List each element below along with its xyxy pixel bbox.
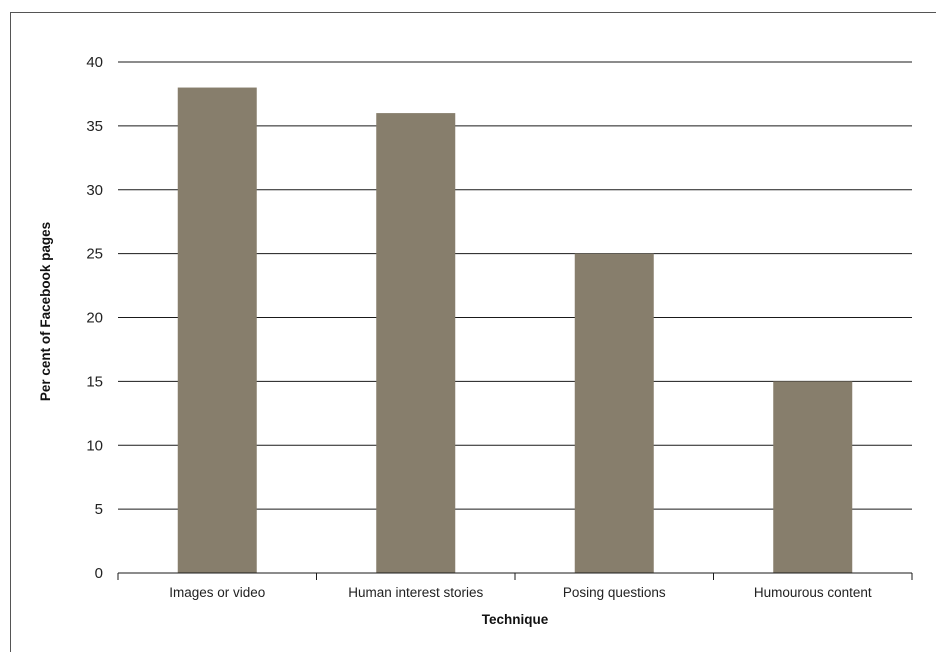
y-tick-label: 40 xyxy=(86,54,103,71)
x-category-label: Posing questions xyxy=(563,585,666,600)
bar-chart: 0 5 10 15 20 25 30 35 40 Images or video Human in… xyxy=(38,54,913,627)
gridlines xyxy=(118,61,912,510)
y-tick-label: 30 xyxy=(86,182,103,199)
x-axis xyxy=(117,572,913,580)
bars xyxy=(177,87,853,574)
x-category-label: Humourous content xyxy=(754,585,872,600)
x-category-label: Images or video xyxy=(169,585,265,600)
y-tick-label: 35 xyxy=(86,118,103,135)
x-axis-title: Technique xyxy=(482,612,549,627)
bar xyxy=(773,381,853,573)
y-tick-label: 5 xyxy=(95,501,103,518)
x-category-label: Human interest stories xyxy=(348,585,483,600)
x-axis-ticks: Images or video Human interest stories Pos… xyxy=(169,585,872,600)
y-tick-label: 10 xyxy=(86,437,103,454)
bar xyxy=(376,113,456,573)
y-tick-label: 25 xyxy=(86,246,103,263)
bar xyxy=(574,253,654,573)
chart-frame xyxy=(10,12,936,652)
y-tick-label: 15 xyxy=(86,373,103,390)
y-tick-label: 20 xyxy=(86,310,103,327)
y-axis-title: Per cent of Facebook pages xyxy=(38,222,53,401)
y-tick-label: 0 xyxy=(95,565,103,582)
y-axis-ticks: 0 5 10 15 20 25 30 35 40 xyxy=(86,54,103,582)
bar xyxy=(177,87,257,574)
